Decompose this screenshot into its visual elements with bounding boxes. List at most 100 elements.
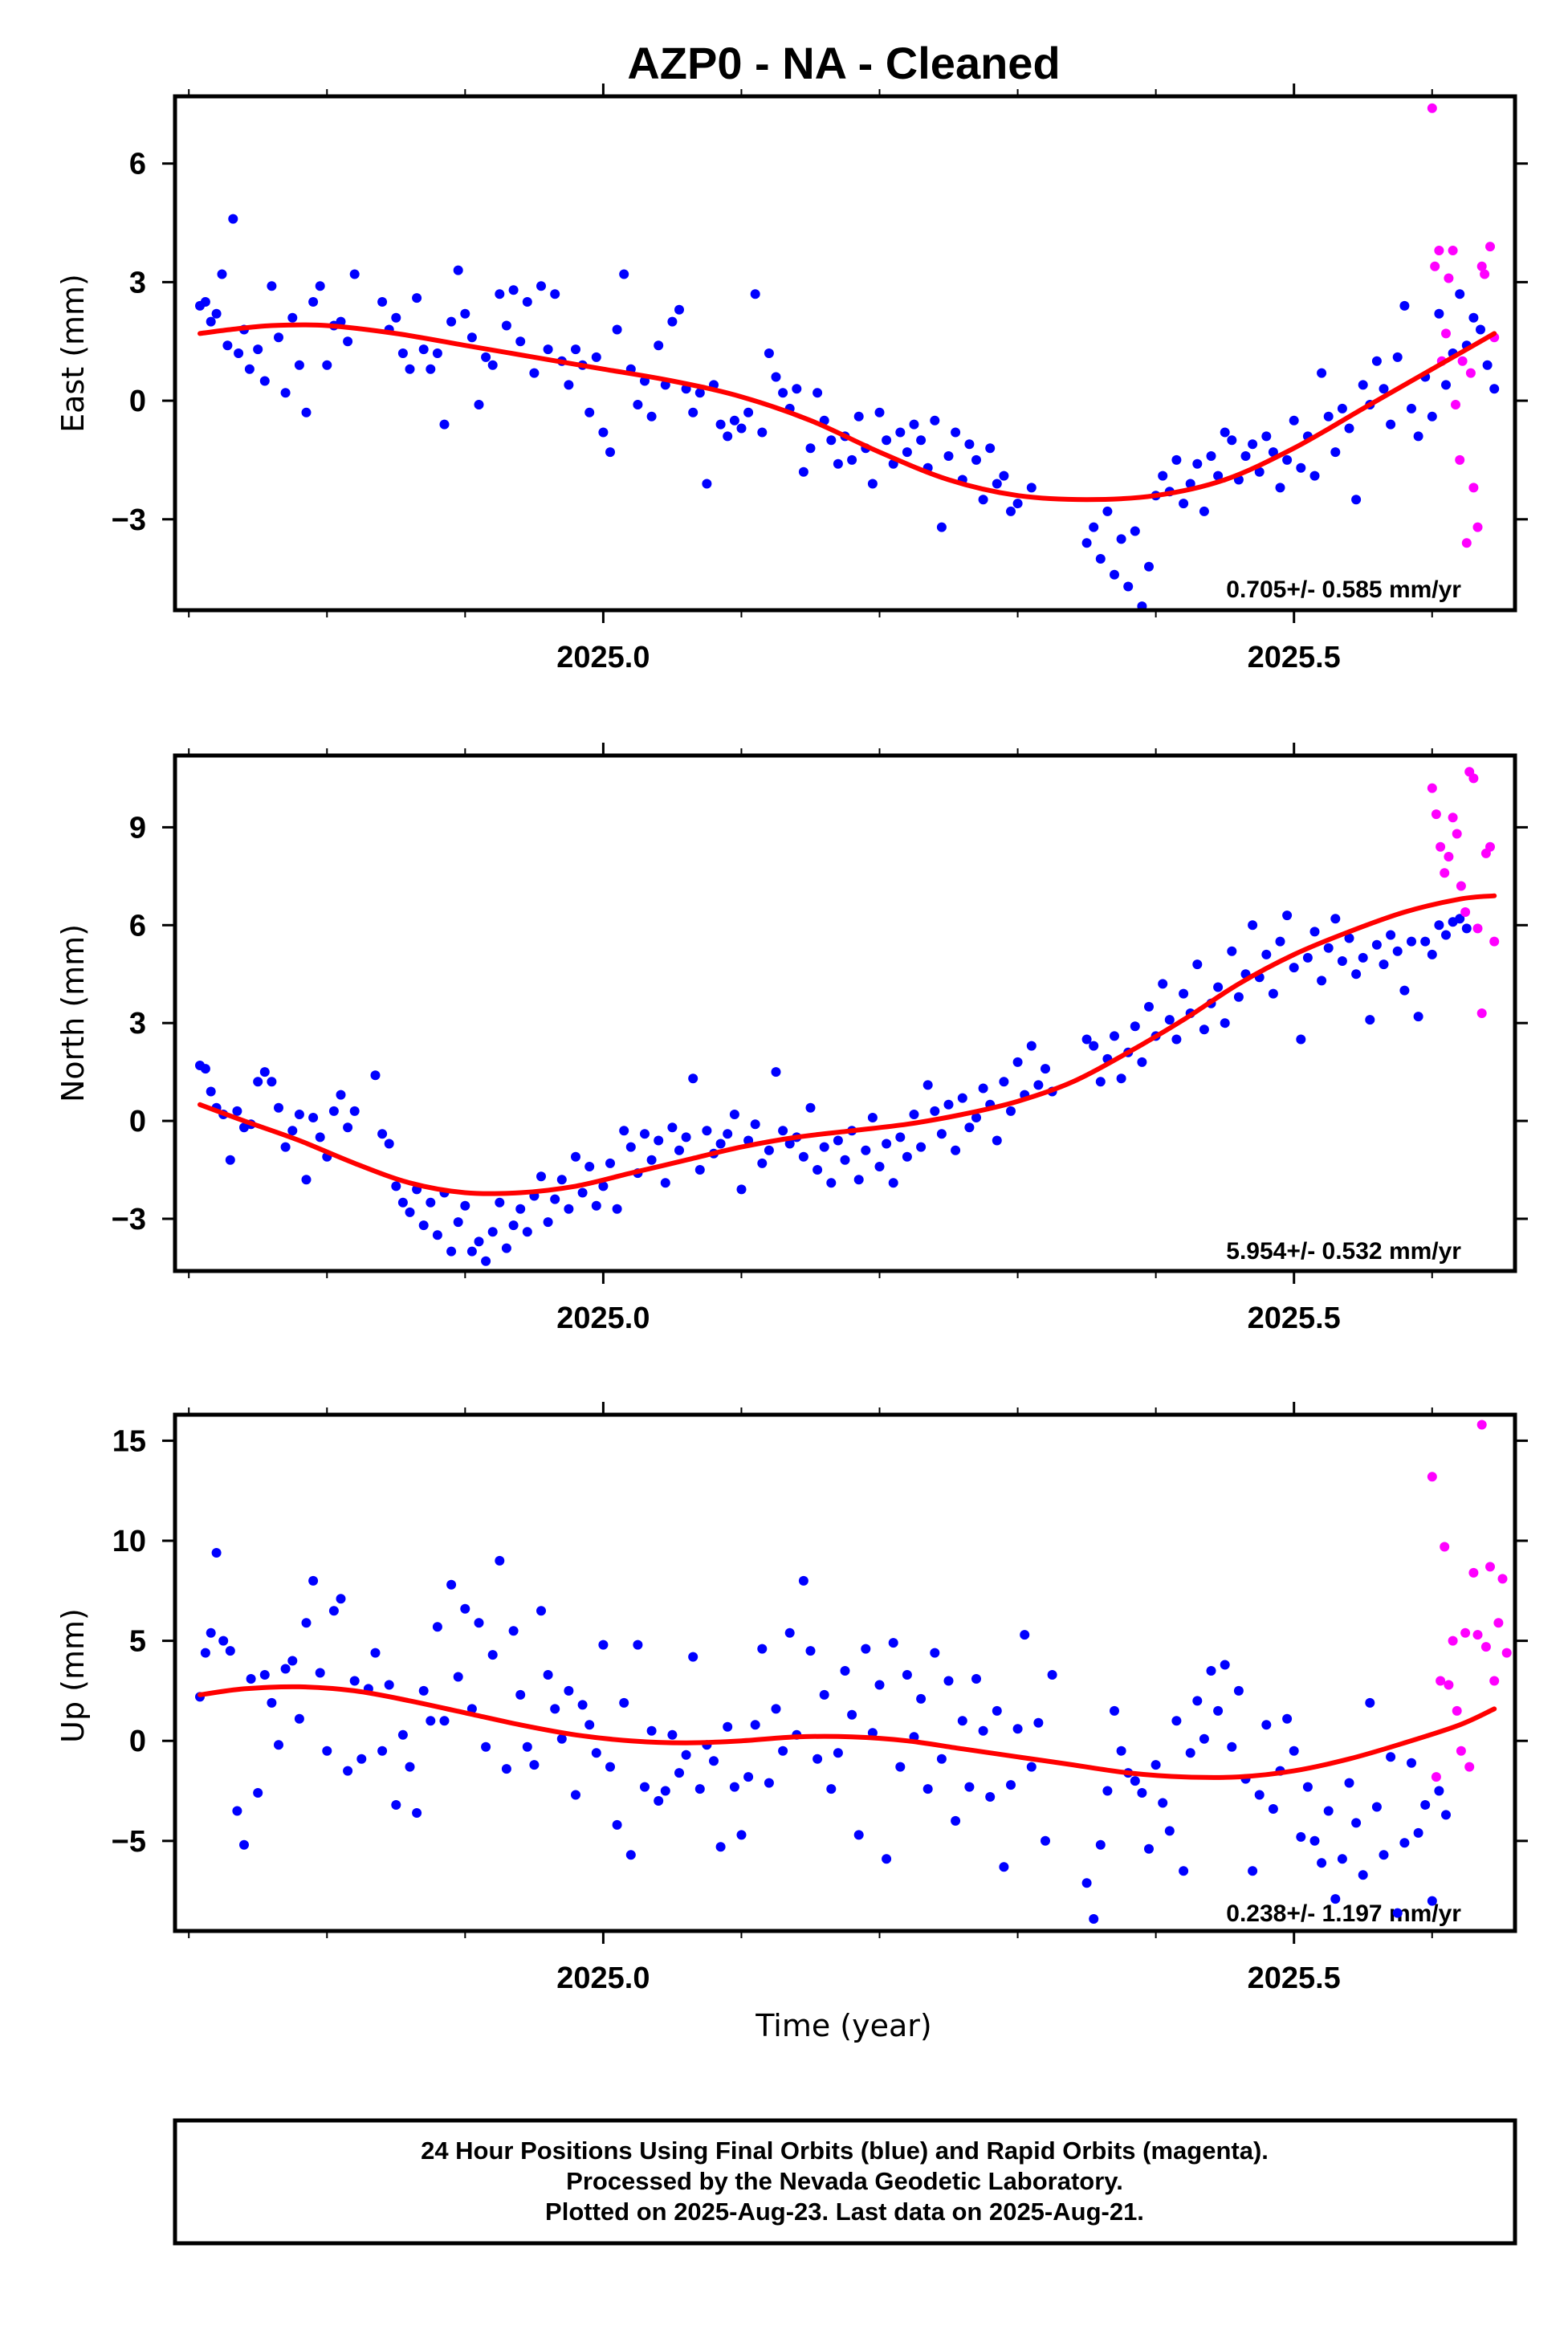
- up-final-point: [605, 1762, 615, 1772]
- north-final-point: [522, 1227, 532, 1237]
- north-y-tick-label: −3: [112, 1203, 146, 1236]
- up-final-point: [625, 1850, 636, 1860]
- east-final-point: [930, 415, 940, 426]
- east-final-point: [397, 348, 408, 358]
- north-final-point: [798, 1151, 808, 1162]
- up-final-point: [847, 1709, 857, 1720]
- up-final-point: [460, 1603, 470, 1614]
- north-final-point: [1116, 1073, 1126, 1084]
- east-final-point: [882, 435, 892, 446]
- north-final-point: [1164, 1015, 1175, 1025]
- east-final-point: [813, 388, 823, 398]
- east-final-point: [1026, 483, 1037, 493]
- east-final-point: [1413, 431, 1423, 442]
- east-final-point: [1089, 522, 1099, 532]
- up-final-point: [750, 1720, 760, 1730]
- north-final-point: [1330, 914, 1341, 924]
- east-final-point: [487, 360, 498, 370]
- up-final-point: [259, 1670, 270, 1680]
- east-x-tick-label: 2025.5: [1248, 641, 1341, 674]
- up-final-point: [267, 1697, 277, 1708]
- east-final-point: [1130, 526, 1140, 536]
- up-final-point: [384, 1680, 394, 1690]
- up-final-point: [826, 1784, 837, 1794]
- east-final-point: [1006, 506, 1016, 516]
- up-final-point: [798, 1575, 808, 1586]
- east-final-point: [1116, 534, 1126, 544]
- north-final-point: [253, 1077, 263, 1087]
- up-final-point: [922, 1784, 933, 1794]
- east-final-point: [222, 340, 233, 351]
- up-rapid-point: [1452, 1705, 1462, 1716]
- east-final-point: [460, 308, 470, 319]
- north-final-point: [495, 1197, 505, 1208]
- up-final-point: [584, 1720, 595, 1730]
- up-final-point: [391, 1800, 401, 1810]
- north-final-point: [377, 1129, 388, 1139]
- north-rapid-point: [1427, 783, 1437, 793]
- east-final-point: [391, 312, 401, 323]
- up-final-point: [778, 1745, 788, 1756]
- up-y-tick-label: 10: [112, 1525, 146, 1558]
- north-final-point: [556, 1175, 567, 1185]
- up-rapid-point: [1427, 1472, 1437, 1482]
- up-final-point: [1309, 1835, 1320, 1846]
- east-final-point: [1434, 308, 1444, 319]
- up-final-point: [833, 1748, 843, 1758]
- north-final-point: [1317, 976, 1327, 986]
- up-rapid-point: [1444, 1680, 1454, 1690]
- north-final-point: [1233, 992, 1244, 1002]
- east-rapid-point: [1427, 103, 1437, 113]
- east-final-point: [605, 447, 615, 458]
- north-final-point: [971, 1113, 981, 1122]
- east-rapid-point: [1465, 368, 1476, 378]
- up-final-point: [978, 1725, 988, 1736]
- east-final-point: [1407, 403, 1416, 413]
- east-final-point: [1095, 554, 1106, 564]
- east-final-point: [1309, 470, 1320, 481]
- up-final-point: [999, 1862, 1009, 1872]
- east-final-point: [234, 348, 244, 358]
- up-final-point: [1213, 1705, 1224, 1716]
- north-final-point: [805, 1102, 816, 1113]
- east-final-point: [909, 419, 919, 430]
- north-final-point: [1158, 979, 1168, 989]
- up-final-point: [1033, 1717, 1044, 1728]
- east-final-point: [253, 344, 263, 355]
- east-final-point: [1399, 300, 1410, 311]
- east-final-point: [833, 458, 843, 469]
- up-final-point: [405, 1762, 415, 1772]
- north-plot-frame: [173, 753, 1517, 1273]
- east-final-point: [571, 344, 580, 355]
- north-final-point: [888, 1178, 898, 1188]
- east-rapid-point: [1430, 261, 1440, 271]
- east-final-point: [598, 427, 609, 438]
- up-final-point: [867, 1728, 878, 1738]
- north-final-point: [951, 1145, 961, 1155]
- up-final-point: [481, 1741, 491, 1752]
- up-final-point: [874, 1680, 885, 1690]
- east-final-point: [978, 495, 988, 505]
- north-final-point: [543, 1217, 553, 1228]
- north-final-point: [584, 1162, 595, 1171]
- up-final-point: [985, 1792, 996, 1802]
- up-rapid-point: [1497, 1574, 1508, 1584]
- up-rapid-point: [1476, 1420, 1487, 1430]
- up-final-point: [274, 1740, 283, 1750]
- east-final-point: [315, 281, 325, 291]
- north-final-point: [349, 1106, 360, 1116]
- up-final-point: [1179, 1866, 1189, 1876]
- up-final-point: [501, 1764, 511, 1774]
- east-final-point: [688, 407, 698, 418]
- east-final-point: [287, 312, 298, 323]
- north-final-point: [1309, 927, 1320, 937]
- up-final-point: [1248, 1866, 1258, 1876]
- north-final-point: [1302, 952, 1313, 963]
- east-final-point: [1081, 538, 1092, 548]
- up-rapid-point: [1485, 1562, 1495, 1572]
- east-ylabel: East (mm): [55, 274, 91, 433]
- east-final-point: [619, 269, 629, 279]
- east-x-tick-label: 2025.0: [556, 641, 650, 674]
- north-final-point: [1026, 1041, 1037, 1051]
